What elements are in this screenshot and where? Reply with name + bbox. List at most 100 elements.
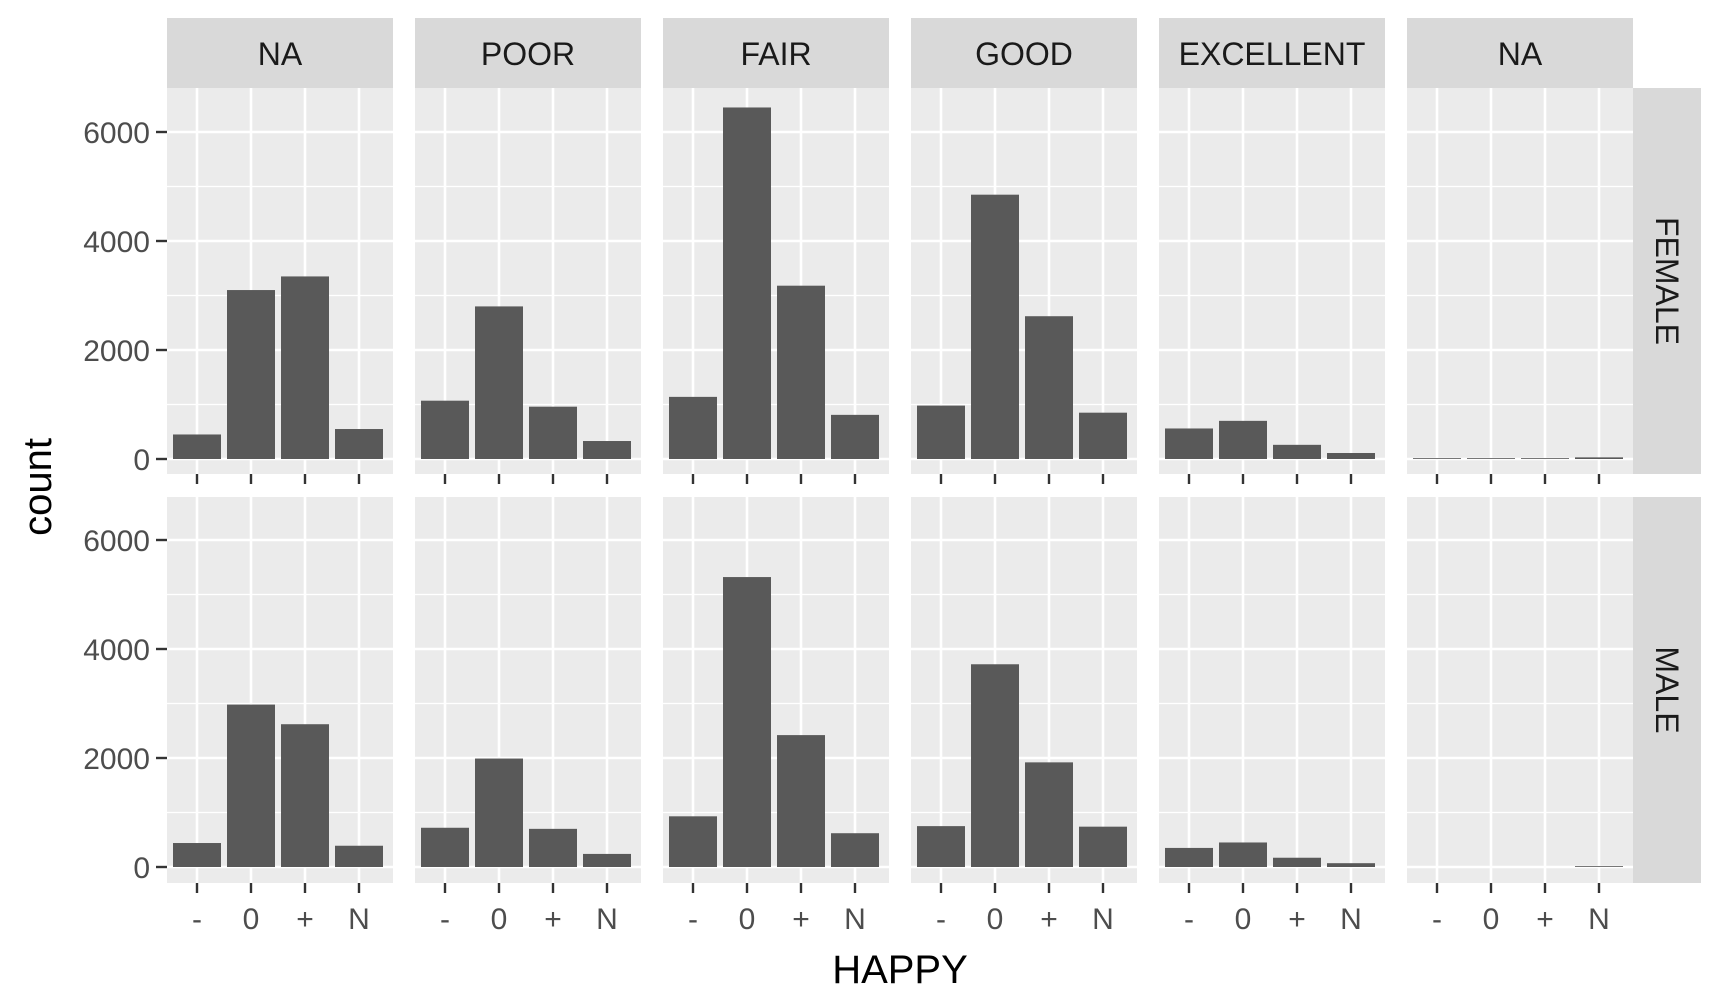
bar: [1273, 857, 1321, 867]
row-strip-label: MALE: [1649, 646, 1685, 733]
x-tick-label: +: [296, 903, 314, 936]
column-strip-background: [167, 18, 393, 88]
x-tick-label: -: [440, 903, 450, 936]
bar: [1521, 458, 1569, 459]
x-tick-label: -: [936, 903, 946, 936]
bar: [723, 107, 771, 459]
panel-background: [1407, 497, 1633, 883]
bar: [227, 290, 275, 459]
facet-panel: [1407, 88, 1633, 474]
column-strip-label: NA: [258, 36, 303, 72]
column-strip: EXCELLENT: [1159, 18, 1385, 88]
x-tick-label: 0: [491, 903, 508, 936]
bar: [1079, 826, 1127, 867]
row-strip-background: [1633, 88, 1701, 474]
bar: [475, 306, 523, 459]
bar: [1327, 453, 1375, 459]
x-tick-label: 0: [243, 903, 260, 936]
column-strip-background: [1159, 18, 1385, 88]
y-axis-title: count: [16, 438, 60, 536]
facet-panel: [911, 88, 1137, 474]
x-tick-label: +: [792, 903, 810, 936]
bar: [831, 833, 879, 867]
bar: [917, 826, 965, 867]
facet-panel: [167, 88, 393, 474]
x-tick-label: -: [1432, 903, 1442, 936]
panel-background: [167, 497, 393, 883]
bar: [1165, 428, 1213, 459]
bar: [281, 276, 329, 459]
y-tick-label: 2000: [83, 743, 150, 776]
bar: [1273, 444, 1321, 459]
y-tick-label: 2000: [83, 335, 150, 368]
facet-panel: [911, 497, 1137, 883]
x-tick-label: +: [544, 903, 562, 936]
row-strip: MALE: [1633, 497, 1701, 883]
x-tick-label: +: [1040, 903, 1058, 936]
column-strip-label: FAIR: [740, 36, 811, 72]
column-strip: FAIR: [663, 18, 889, 88]
x-tick-label: N: [1588, 903, 1610, 936]
x-tick-label: N: [1340, 903, 1362, 936]
y-tick-label: 4000: [83, 634, 150, 667]
bar: [281, 724, 329, 867]
column-strip-background: [663, 18, 889, 88]
facet-panel: [415, 497, 641, 883]
bar: [1327, 863, 1375, 867]
x-tick-label: -: [192, 903, 202, 936]
bar: [831, 414, 879, 459]
column-strip: GOOD: [911, 18, 1137, 88]
panel-background: [1407, 88, 1633, 474]
bar: [173, 843, 221, 867]
bar: [335, 429, 383, 459]
x-tick-label: N: [844, 903, 866, 936]
bar: [421, 827, 469, 867]
x-tick-label: 0: [1483, 903, 1500, 936]
bar: [669, 396, 717, 459]
column-strip: NA: [167, 18, 393, 88]
column-strip-background: [1407, 18, 1633, 88]
bar: [583, 441, 631, 459]
column-strip-background: [911, 18, 1137, 88]
bar: [1575, 866, 1623, 867]
bar: [1575, 457, 1623, 459]
bar: [173, 434, 221, 459]
x-tick-label: 0: [987, 903, 1004, 936]
bar: [1219, 842, 1267, 867]
bar: [421, 400, 469, 459]
facet-panel: [1159, 88, 1385, 474]
column-strip-label: EXCELLENT: [1179, 36, 1366, 72]
y-tick-label: 0: [133, 852, 150, 885]
facet-panel: [1159, 497, 1385, 883]
bar: [1025, 316, 1073, 459]
x-axis-title: HAPPY: [832, 948, 968, 992]
bar: [917, 405, 965, 459]
x-tick-label: N: [348, 903, 370, 936]
y-tick-label: 6000: [83, 117, 150, 150]
row-strip: FEMALE: [1633, 88, 1701, 474]
bar: [669, 816, 717, 867]
facet-panel: [167, 497, 393, 883]
y-tick-label: 0: [133, 444, 150, 477]
bar: [529, 828, 577, 867]
row-strip-background: [1633, 497, 1701, 883]
column-strip: POOR: [415, 18, 641, 88]
x-tick-label: -: [1184, 903, 1194, 936]
x-tick-label: 0: [1235, 903, 1252, 936]
bar: [475, 758, 523, 867]
facet-panel: [1407, 497, 1633, 883]
bar: [1079, 412, 1127, 459]
bar: [1413, 458, 1461, 459]
facet-panel: [663, 88, 889, 474]
y-tick-label: 4000: [83, 226, 150, 259]
column-strip-label: GOOD: [975, 36, 1073, 72]
facet-panel: [663, 497, 889, 883]
panel-background: [167, 88, 393, 474]
bar: [777, 735, 825, 867]
bar: [971, 664, 1019, 867]
bar: [1025, 762, 1073, 867]
y-tick-label: 6000: [83, 525, 150, 558]
row-strip-label: FEMALE: [1649, 217, 1685, 345]
bar: [1219, 420, 1267, 459]
